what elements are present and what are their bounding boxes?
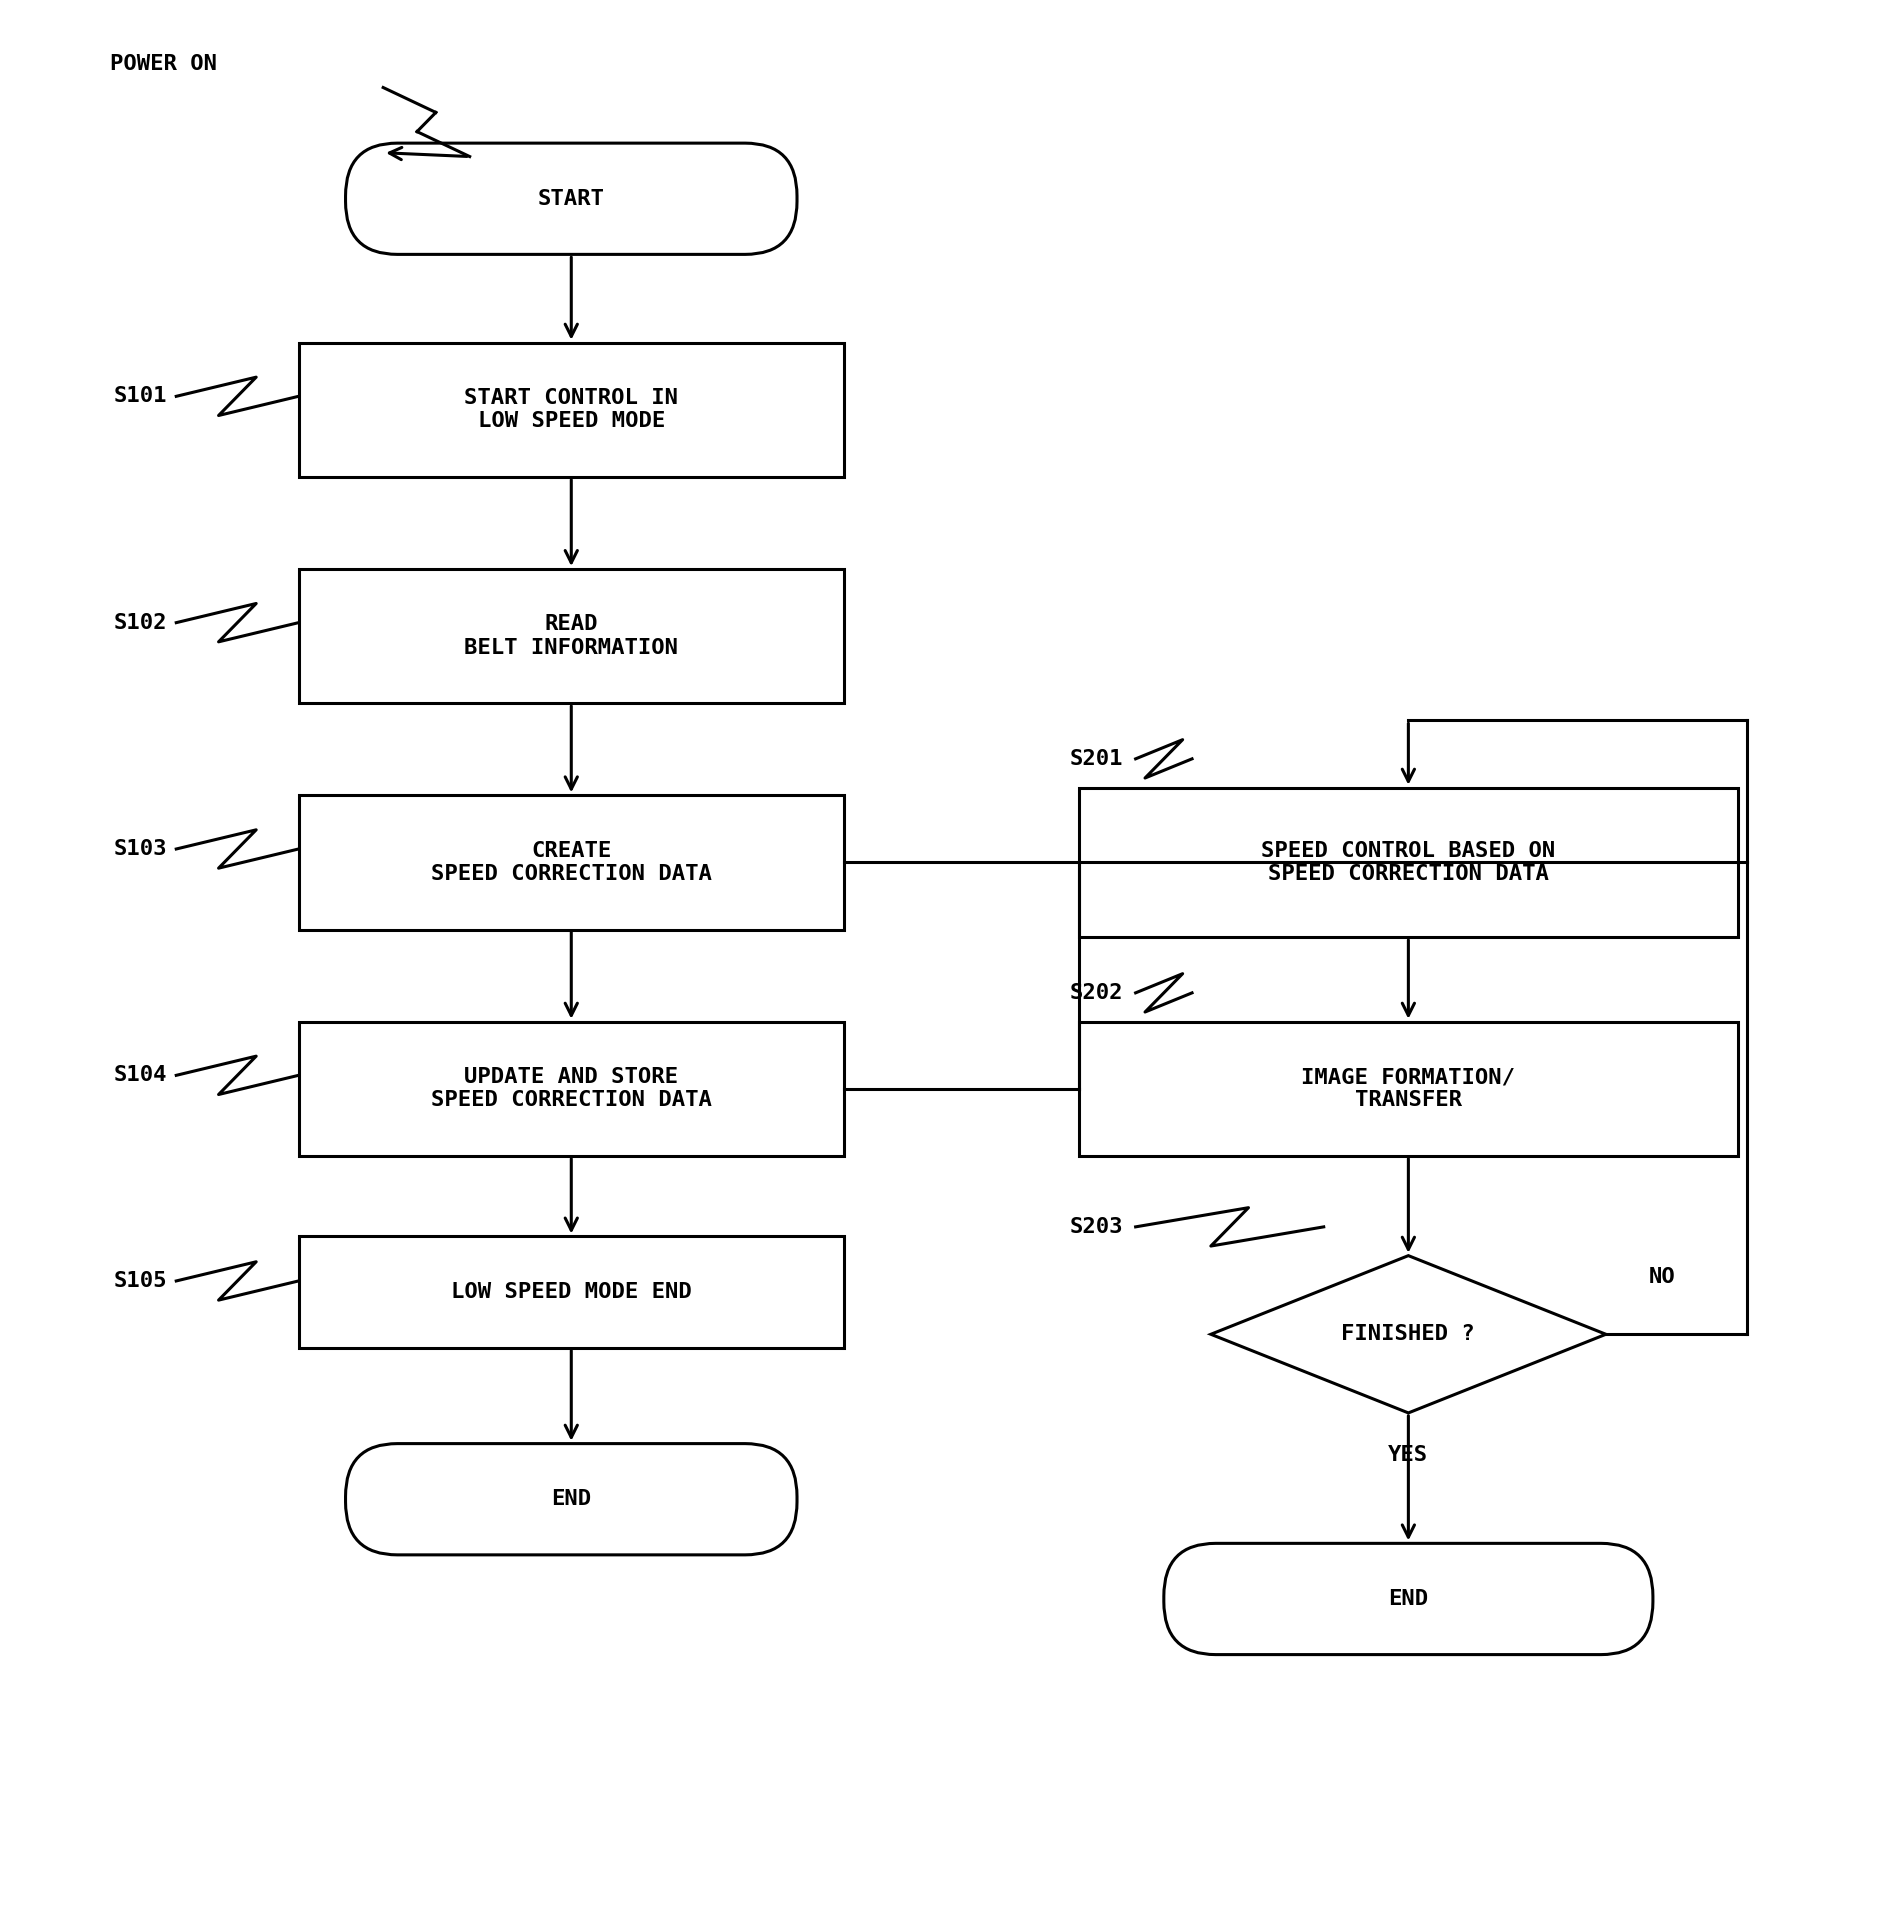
Text: S102: S102 bbox=[114, 612, 167, 632]
FancyBboxPatch shape bbox=[1164, 1544, 1652, 1654]
Bar bbox=[299, 796, 843, 929]
Bar bbox=[299, 1022, 843, 1155]
Text: S105: S105 bbox=[114, 1271, 167, 1291]
Text: LOW SPEED MODE END: LOW SPEED MODE END bbox=[451, 1283, 692, 1302]
Text: S101: S101 bbox=[114, 386, 167, 406]
Text: START: START bbox=[538, 189, 605, 209]
Text: READ
BELT INFORMATION: READ BELT INFORMATION bbox=[464, 614, 678, 657]
Bar bbox=[299, 1236, 843, 1349]
Polygon shape bbox=[1211, 1256, 1605, 1412]
Text: UPDATE AND STORE
SPEED CORRECTION DATA: UPDATE AND STORE SPEED CORRECTION DATA bbox=[430, 1066, 713, 1111]
Text: S103: S103 bbox=[114, 838, 167, 860]
Bar bbox=[299, 342, 843, 477]
Text: START CONTROL IN
LOW SPEED MODE: START CONTROL IN LOW SPEED MODE bbox=[464, 388, 678, 431]
Text: S203: S203 bbox=[1071, 1217, 1124, 1236]
Text: POWER ON: POWER ON bbox=[110, 54, 218, 75]
Text: CREATE
SPEED CORRECTION DATA: CREATE SPEED CORRECTION DATA bbox=[430, 840, 713, 885]
Text: S201: S201 bbox=[1071, 750, 1124, 769]
Text: END: END bbox=[1389, 1588, 1429, 1609]
Text: END: END bbox=[551, 1490, 591, 1509]
Text: IMAGE FORMATION/
TRANSFER: IMAGE FORMATION/ TRANSFER bbox=[1302, 1066, 1516, 1111]
Bar bbox=[299, 568, 843, 703]
Text: YES: YES bbox=[1389, 1445, 1429, 1464]
Text: SPEED CONTROL BASED ON
SPEED CORRECTION DATA: SPEED CONTROL BASED ON SPEED CORRECTION … bbox=[1262, 840, 1556, 885]
Text: S202: S202 bbox=[1071, 983, 1124, 1003]
FancyBboxPatch shape bbox=[345, 1443, 798, 1555]
Text: NO: NO bbox=[1649, 1267, 1675, 1287]
Text: FINISHED ?: FINISHED ? bbox=[1342, 1323, 1474, 1345]
FancyBboxPatch shape bbox=[345, 143, 798, 255]
Bar bbox=[1078, 1022, 1738, 1155]
Text: S104: S104 bbox=[114, 1065, 167, 1086]
Bar bbox=[1078, 788, 1738, 937]
